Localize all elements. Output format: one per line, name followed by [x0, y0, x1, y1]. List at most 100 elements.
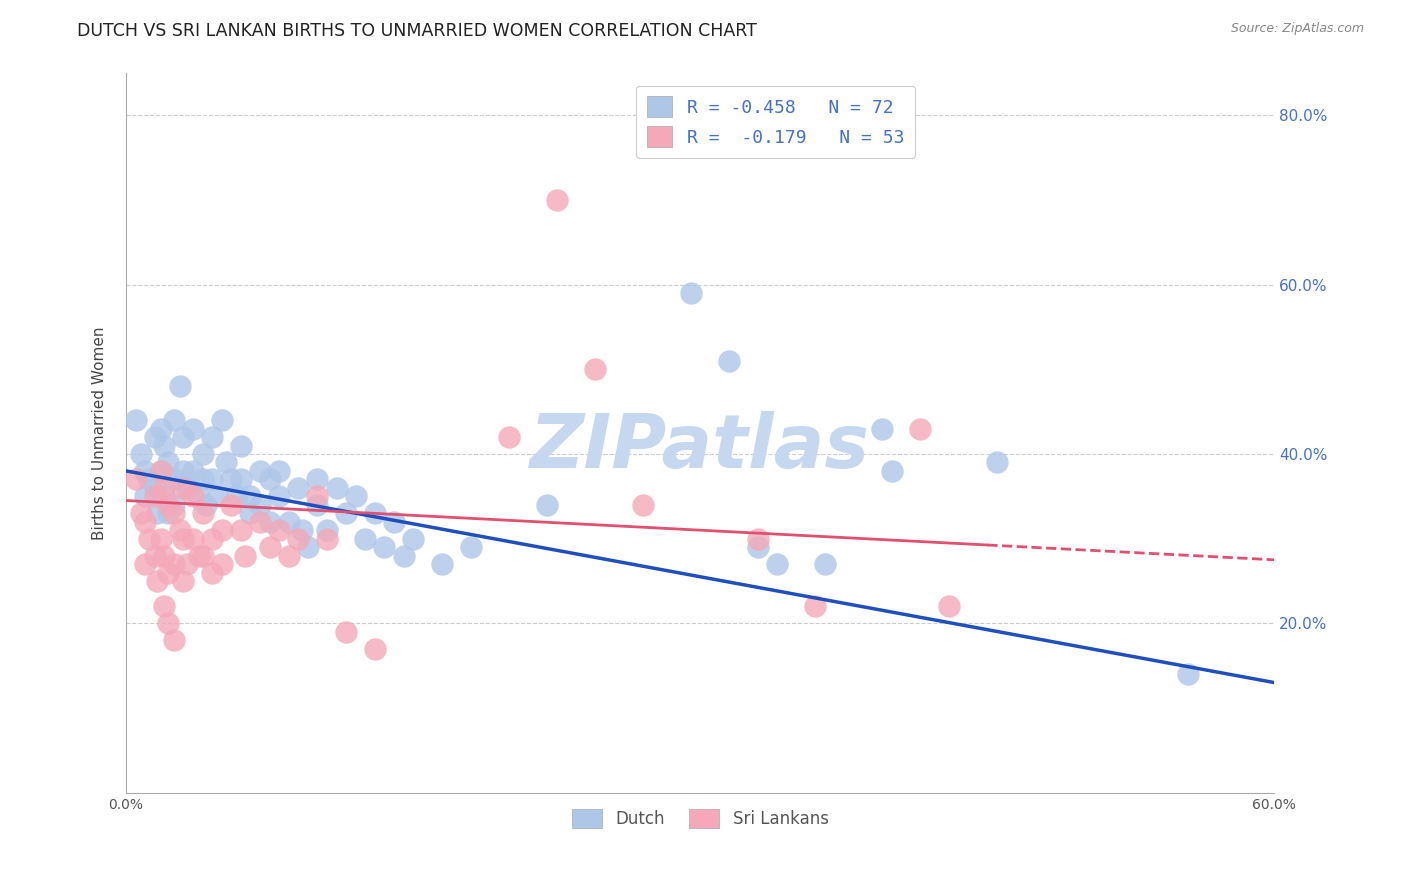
Point: [163, 413, 186, 427]
Point: [747, 532, 769, 546]
Point: [277, 549, 299, 563]
Point: [259, 472, 281, 486]
Point: [134, 557, 156, 571]
Point: [287, 532, 309, 546]
Point: [335, 506, 357, 520]
Point: [134, 515, 156, 529]
Point: [211, 523, 233, 537]
Point: [191, 549, 214, 563]
Point: [430, 557, 453, 571]
Point: [176, 481, 198, 495]
Point: [631, 498, 654, 512]
Point: [145, 506, 167, 520]
Point: [229, 472, 252, 486]
Point: [173, 574, 195, 588]
Point: [143, 430, 166, 444]
Point: [382, 515, 405, 529]
Point: [201, 566, 224, 580]
Point: [765, 557, 787, 571]
Point: [221, 498, 243, 512]
Point: [392, 549, 415, 563]
Point: [269, 464, 291, 478]
Point: [814, 557, 837, 571]
Point: [287, 481, 309, 495]
Point: [195, 498, 218, 512]
Point: [536, 498, 558, 512]
Point: [297, 540, 319, 554]
Point: [131, 506, 153, 520]
Point: [181, 532, 204, 546]
Point: [153, 489, 176, 503]
Point: [325, 481, 347, 495]
Point: [149, 464, 172, 478]
Point: [157, 455, 180, 469]
Point: [364, 641, 387, 656]
Point: [498, 430, 520, 444]
Point: [747, 540, 769, 554]
Point: [344, 489, 367, 503]
Point: [124, 472, 146, 486]
Point: [201, 472, 224, 486]
Point: [187, 549, 209, 563]
Point: [229, 438, 252, 452]
Y-axis label: Births to Unmarried Women: Births to Unmarried Women: [93, 326, 107, 540]
Point: [153, 549, 176, 563]
Point: [870, 421, 893, 435]
Point: [354, 532, 377, 546]
Point: [201, 430, 224, 444]
Point: [239, 506, 262, 520]
Point: [460, 540, 482, 554]
Point: [307, 498, 329, 512]
Point: [1177, 667, 1199, 681]
Point: [249, 498, 271, 512]
Point: [307, 472, 329, 486]
Point: [259, 515, 281, 529]
Point: [134, 464, 156, 478]
Point: [316, 523, 339, 537]
Point: [364, 506, 387, 520]
Point: [149, 421, 172, 435]
Point: [153, 481, 176, 495]
Point: [211, 557, 233, 571]
Point: [221, 472, 243, 486]
Point: [131, 447, 153, 461]
Point: [804, 599, 827, 614]
Point: [335, 624, 357, 639]
Point: [169, 523, 191, 537]
Point: [134, 489, 156, 503]
Point: [173, 532, 195, 546]
Point: [145, 574, 167, 588]
Point: [163, 498, 186, 512]
Point: [214, 455, 236, 469]
Point: [163, 557, 186, 571]
Point: [269, 489, 291, 503]
Point: [191, 447, 214, 461]
Text: ZIPatlas: ZIPatlas: [530, 410, 870, 483]
Point: [316, 532, 339, 546]
Point: [157, 498, 180, 512]
Point: [207, 489, 229, 503]
Point: [138, 532, 160, 546]
Point: [938, 599, 960, 614]
Point: [291, 523, 314, 537]
Point: [583, 362, 606, 376]
Point: [181, 489, 204, 503]
Point: [717, 354, 740, 368]
Point: [239, 489, 262, 503]
Point: [679, 286, 702, 301]
Point: [249, 515, 271, 529]
Point: [163, 633, 186, 648]
Point: [153, 599, 176, 614]
Point: [191, 472, 214, 486]
Text: DUTCH VS SRI LANKAN BIRTHS TO UNMARRIED WOMEN CORRELATION CHART: DUTCH VS SRI LANKAN BIRTHS TO UNMARRIED …: [77, 22, 758, 40]
Point: [181, 464, 204, 478]
Point: [402, 532, 425, 546]
Point: [124, 413, 146, 427]
Point: [880, 464, 903, 478]
Point: [277, 515, 299, 529]
Point: [163, 472, 186, 486]
Point: [143, 481, 166, 495]
Point: [149, 532, 172, 546]
Point: [187, 489, 209, 503]
Point: [143, 489, 166, 503]
